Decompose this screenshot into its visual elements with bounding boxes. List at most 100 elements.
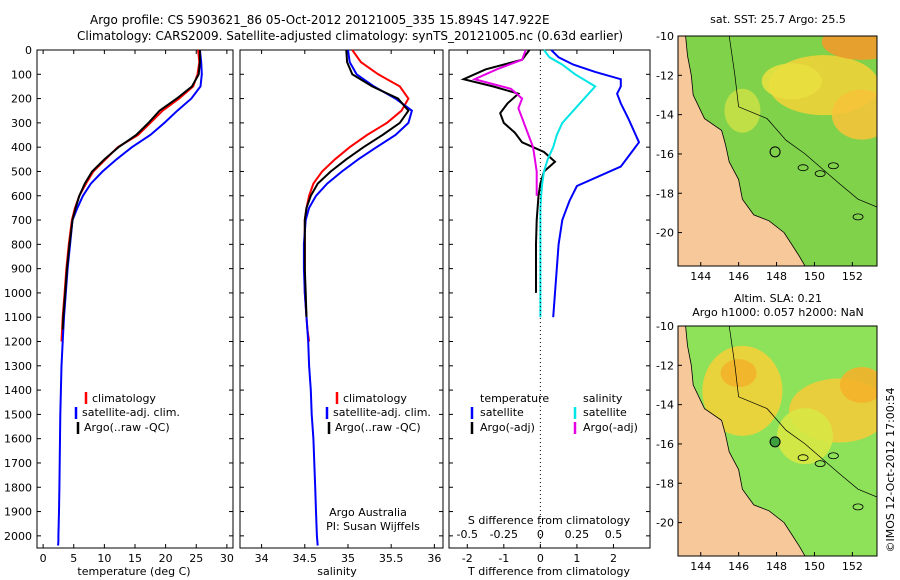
y-tick-label: 700 [11, 214, 32, 227]
y-tick-label: 500 [11, 165, 32, 178]
legend-sal-satellite: satellite [583, 406, 627, 419]
s-tick-label: 0.25 [565, 528, 590, 541]
salinity-xlabel: salinity [317, 565, 357, 578]
reef-outline [814, 460, 826, 468]
warm-patch [831, 89, 877, 140]
difference-panel: -2 -1 0 1 2 -0.5 -0.25 0 0.25 0.5 [448, 49, 651, 565]
x-tick-label: 148 [766, 270, 787, 283]
x-tick-label: 34.5 [293, 552, 318, 565]
x-tick-label: 150 [804, 270, 825, 283]
y-tick-label: 100 [11, 68, 32, 81]
legend-sal-argo: Argo(-adj) [583, 421, 638, 434]
argo-float-marker [769, 436, 781, 448]
map-content [678, 326, 877, 556]
y-tick-label: 1600 [4, 433, 32, 446]
x-tick-label: 1 [573, 552, 580, 565]
y-tick-label: -10 [656, 30, 674, 43]
y-tick-label: 800 [11, 238, 32, 251]
plot-frame [448, 49, 651, 549]
temperature-xlabel: temperature (deg C) [77, 565, 190, 578]
x-tick-label: 35.5 [379, 552, 404, 565]
x-tick-label: 144 [690, 270, 711, 283]
map-frame [677, 35, 878, 267]
s-tick-label: 0 [537, 528, 544, 541]
x-tick-label: 20 [159, 552, 173, 565]
legend-satellite: satellite-adj. clim. [333, 406, 431, 419]
sst-map: -10 -12 -14 -16 -18 -20 144 146 148 150 152 [656, 30, 878, 283]
s-difference-xlabel: S difference from climatology [468, 514, 631, 527]
y-tick-label: -12 [656, 69, 674, 82]
reef-outline [814, 170, 826, 178]
sla-map-title-line1: Altim. SLA: 0.21 [734, 292, 822, 305]
plot-frame [36, 49, 234, 549]
y-tick-label: 1100 [4, 311, 32, 324]
figure-title-line1: Argo profile: CS 5903621_86 05-Oct-2012 … [90, 13, 550, 27]
x-tick-label: -1 [498, 552, 509, 565]
y-tick-label: -20 [656, 517, 674, 530]
salinity-panel: 34 34.5 35 35.5 36 [239, 49, 444, 565]
y-tick-label: -14 [656, 109, 674, 122]
legend-salinity-header: salinity [583, 392, 623, 405]
x-tick-label: 0 [537, 552, 544, 565]
sla-map-title-line2: Argo h1000: 0.057 h2000: NaN [692, 306, 864, 319]
series-line-salinity-argo-adj- [471, 49, 538, 196]
x-tick-label: 148 [766, 560, 787, 573]
salinity-legend: climatology satellite-adj. clim. Argo(..… [325, 392, 431, 434]
y-tick-label: -14 [656, 399, 674, 412]
warm-patch [821, 36, 877, 60]
x-tick-label: 146 [728, 560, 749, 573]
series-line-temperature-satellite [550, 49, 641, 318]
x-tick-label: 2 [610, 552, 617, 565]
reef-outline [797, 454, 809, 462]
y-tick-label: -20 [656, 227, 674, 240]
y-tick-label: 200 [11, 93, 32, 106]
y-tick-label: 400 [11, 141, 32, 154]
salinity-note-argo-australia: Argo Australia [329, 506, 407, 519]
series-line-salinity-satellite [539, 49, 597, 318]
y-tick-label: 300 [11, 117, 32, 130]
y-tick-label: 1900 [4, 506, 32, 519]
x-tick-label: 34 [255, 552, 269, 565]
x-tick-label: 35 [341, 552, 355, 565]
salinity-note-pi: PI: Susan Wijffels [326, 520, 420, 533]
y-tick-label: 1700 [4, 457, 32, 470]
temperature-panel: 0 100 200 300 400 500 600 700 800 900 1000 1100 1200… [4, 44, 234, 565]
warm-patch [761, 63, 822, 100]
imos-watermark: ©IMOS 12-Oct-2012 17:00:54 [884, 387, 897, 552]
reef-outline [797, 164, 809, 172]
x-tick-label: 15 [128, 552, 142, 565]
legend-climatology: climatology [92, 392, 156, 405]
sst-map-title: sat. SST: 25.7 Argo: 25.5 [710, 13, 846, 26]
bathymetry-contour [728, 36, 877, 208]
x-tick-label: -2 [462, 552, 473, 565]
y-tick-label: -10 [656, 320, 674, 333]
bathymetry-contour [728, 326, 877, 498]
y-tick-label: -18 [656, 477, 674, 490]
warm-patch [839, 366, 877, 403]
legend-climatology: climatology [343, 392, 407, 405]
warm-patch [720, 359, 757, 388]
x-tick-label: 152 [842, 270, 863, 283]
series-line-argo-raw-qc- [303, 49, 410, 318]
y-tick-label: 900 [11, 263, 32, 276]
plot-frame [239, 49, 444, 549]
reef-outline [828, 162, 839, 170]
x-tick-label: 25 [189, 552, 203, 565]
series-line-argo-raw-qc- [61, 50, 201, 330]
y-tick-label: 1000 [4, 287, 32, 300]
y-tick-label: 1500 [4, 408, 32, 421]
y-tick-label: -16 [656, 438, 674, 451]
y-tick-label: -12 [656, 359, 674, 372]
y-tick-label: 1200 [4, 336, 32, 349]
y-tick-label: 600 [11, 190, 32, 203]
legend-argo: Argo(..raw -QC) [84, 421, 170, 434]
map-content [678, 36, 877, 266]
x-tick-label: 150 [804, 560, 825, 573]
y-tick-label: 1800 [4, 481, 32, 494]
s-tick-label: 0.5 [605, 528, 623, 541]
figure-title-line2: Climatology: CARS2009. Satellite-adjuste… [77, 29, 623, 43]
temperature-legend: climatology satellite-adj. clim. Argo(..… [74, 392, 180, 434]
land-mass [678, 36, 806, 266]
y-tick-label: -18 [656, 187, 674, 200]
y-tick-label: 0 [25, 44, 32, 57]
